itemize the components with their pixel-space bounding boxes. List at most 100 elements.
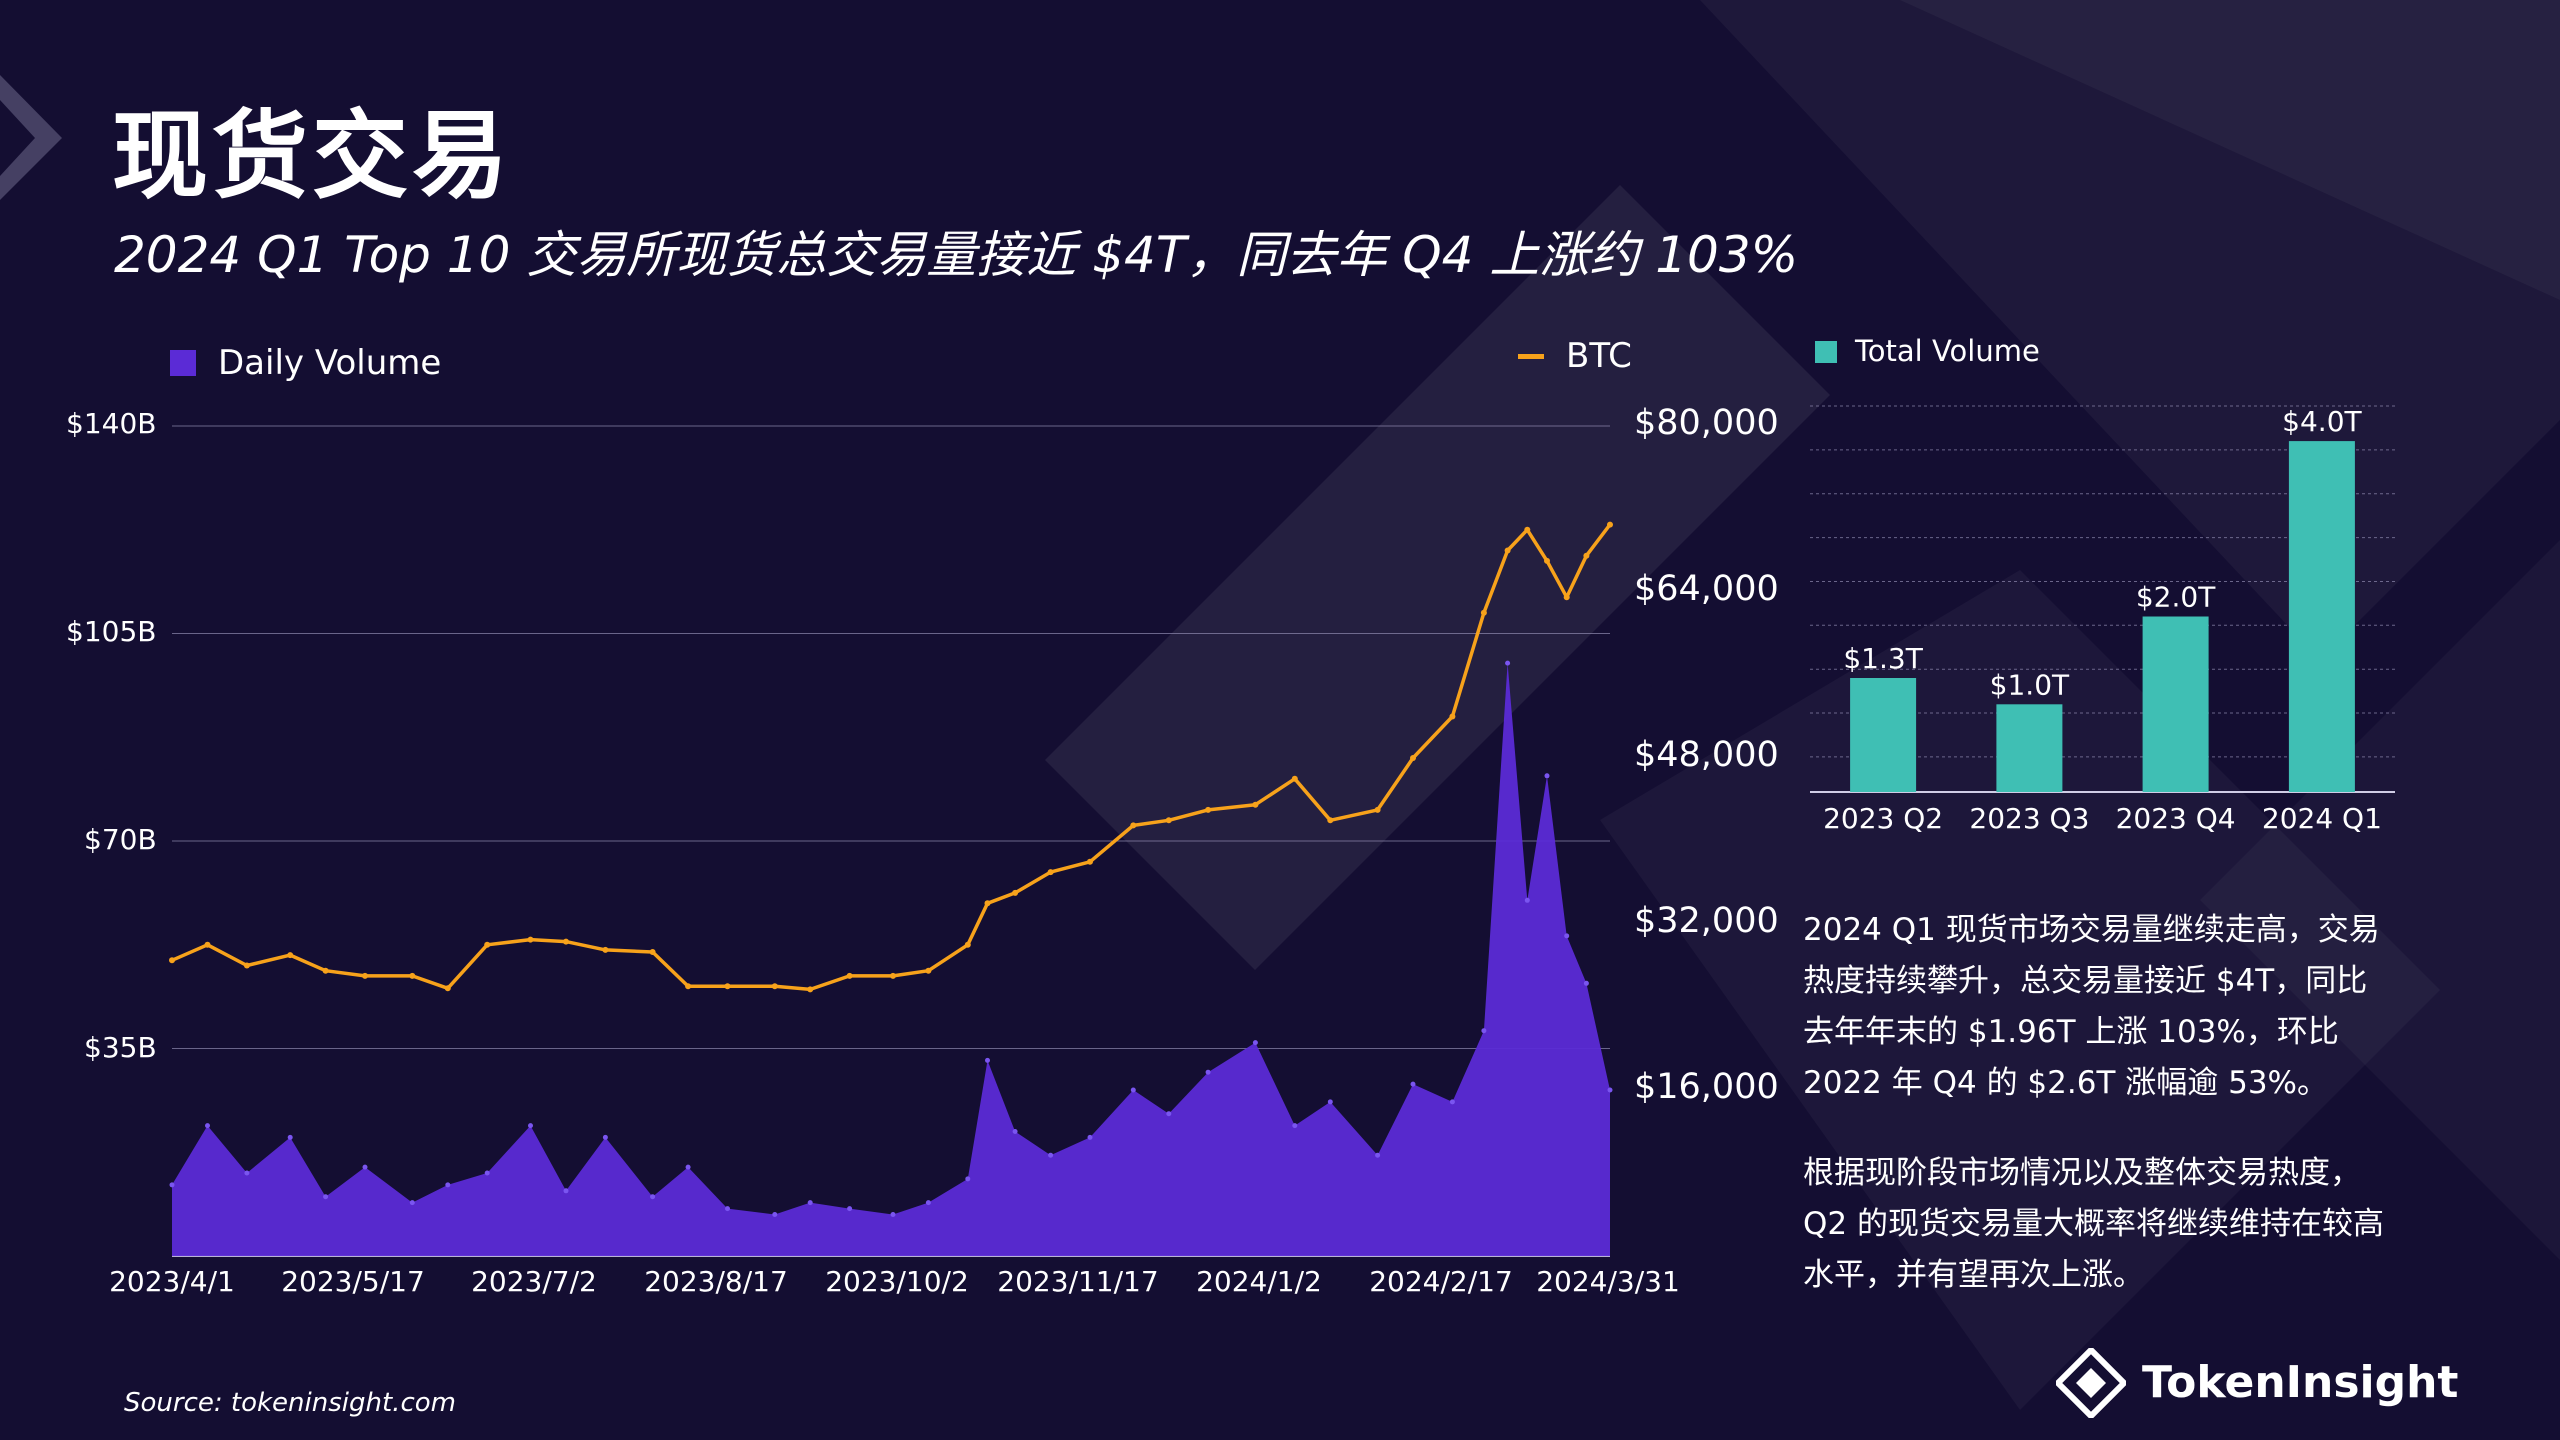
summary-line: 水平，并有望再次上涨。 — [1803, 1257, 2144, 1293]
btc-point — [846, 972, 853, 979]
volume-point — [1205, 1069, 1211, 1075]
volume-point — [1505, 660, 1511, 666]
volume-point — [1481, 1028, 1487, 1034]
volume-point — [1449, 1099, 1455, 1105]
btc-point — [1563, 594, 1570, 601]
legend-label-volume: Daily Volume — [218, 343, 442, 383]
btc-point — [1291, 775, 1298, 782]
btc-point — [1544, 557, 1550, 564]
x-tick: 2024/2/17 — [1369, 1265, 1513, 1298]
x-tick: 2023/8/17 — [644, 1265, 788, 1298]
y-left-tick: $35B — [84, 1031, 157, 1064]
legend-swatch-volume — [170, 350, 196, 376]
volume-point — [409, 1200, 415, 1206]
volume-point — [965, 1176, 971, 1182]
volume-point — [890, 1212, 896, 1217]
btc-point — [243, 962, 250, 969]
volume-point — [1544, 773, 1550, 779]
y-right-tick: $64,000 — [1634, 569, 1779, 609]
x-tick: 2023/11/17 — [997, 1265, 1159, 1298]
volume-point — [1130, 1087, 1136, 1093]
volume-point — [685, 1164, 691, 1170]
y-right-tick: $80,000 — [1634, 403, 1779, 443]
btc-point — [1165, 817, 1172, 824]
btc-point — [1480, 609, 1487, 616]
legend-swatch-total — [1815, 340, 1837, 363]
total-volume-bar — [2142, 616, 2209, 792]
volume-point — [528, 1123, 533, 1129]
volume-point — [772, 1212, 778, 1217]
btc-point — [649, 949, 656, 955]
btc-point — [169, 957, 175, 964]
btc-point — [890, 972, 896, 979]
volume-point — [1327, 1099, 1333, 1105]
volume-point — [1048, 1152, 1054, 1158]
volume-point — [563, 1188, 569, 1194]
summary-paragraph-2: 根据现阶段市场情况以及整体交易热度， Q2 的现货交易量大概率将继续维持在较高 … — [1803, 1148, 2443, 1301]
volume-point — [1564, 933, 1570, 939]
legend-label-total: Total Volume — [1855, 334, 2040, 368]
btc-point — [602, 946, 609, 953]
volume-point — [1012, 1129, 1018, 1134]
legend-total-volume: Total Volume — [1815, 337, 2040, 366]
volume-point — [985, 1057, 990, 1063]
x-tick: 2023/7/2 — [471, 1265, 597, 1298]
btc-point — [1087, 858, 1093, 865]
legend-daily-volume: Daily Volume — [170, 346, 441, 380]
legend-label-btc: BTC — [1566, 336, 1632, 376]
volume-point — [847, 1206, 853, 1212]
btc-point — [1449, 713, 1456, 720]
btc-point — [287, 952, 294, 959]
volume-point — [1410, 1081, 1416, 1087]
btc-point — [409, 972, 416, 979]
btc-point — [1012, 889, 1019, 896]
volume-point — [1607, 1087, 1613, 1093]
volume-point — [1166, 1111, 1172, 1117]
volume-point — [287, 1134, 293, 1140]
x-tick: 2023/10/2 — [825, 1265, 969, 1298]
btc-point — [724, 983, 731, 990]
btc-point — [984, 900, 991, 907]
btc-point — [1327, 817, 1334, 824]
x-tick: 2023/4/1 — [109, 1265, 235, 1298]
btc-point — [1205, 806, 1212, 813]
bar-value-label: $4.0T — [2282, 405, 2362, 438]
btc-point — [1410, 755, 1416, 761]
btc-point — [685, 983, 692, 990]
summary-paragraph-1: 2024 Q1 现货市场交易量继续走高，交易 热度持续攀升，总交易量接近 $4T… — [1803, 905, 2443, 1109]
volume-point — [362, 1164, 368, 1170]
volume-point — [244, 1170, 250, 1176]
btc-point — [1047, 869, 1054, 876]
brand-name: TokenInsight — [2142, 1357, 2459, 1408]
btc-point — [1130, 822, 1137, 829]
legend-btc: BTC — [1518, 339, 1632, 373]
volume-point — [1375, 1152, 1381, 1158]
summary-line: 2022 年 Q4 的 $2.6T 涨幅逾 53%。 — [1803, 1065, 2329, 1101]
volume-point — [169, 1182, 175, 1188]
y-right-tick: $32,000 — [1634, 901, 1779, 941]
legend-swatch-btc — [1518, 353, 1544, 359]
btc-point — [1504, 547, 1511, 554]
bar-category-label: 2023 Q4 — [2116, 802, 2236, 835]
bar-value-label: $1.0T — [1990, 668, 2070, 701]
total-volume-bar — [2288, 441, 2355, 792]
btc-point — [1583, 552, 1590, 559]
x-tick: 2023/5/17 — [281, 1265, 425, 1298]
summary-line: Q2 的现货交易量大概率将继续维持在较高 — [1803, 1206, 2384, 1242]
brand: TokenInsight — [2056, 1348, 2458, 1418]
volume-point — [650, 1194, 656, 1200]
btc-point — [1524, 526, 1531, 533]
volume-point — [1583, 980, 1589, 986]
btc-point — [362, 972, 368, 979]
btc-point — [1252, 801, 1259, 808]
btc-point — [1374, 806, 1381, 813]
btc-point — [204, 941, 211, 948]
summary-line: 热度持续攀升，总交易量接近 $4T，同比 — [1803, 963, 2368, 999]
volume-point — [323, 1194, 329, 1200]
bar-category-label: 2024 Q1 — [2262, 802, 2382, 835]
btc-point — [444, 985, 451, 992]
y-right-tick: $16,000 — [1634, 1067, 1779, 1107]
x-tick: 2024/3/31 — [1536, 1265, 1680, 1298]
volume-point — [1292, 1123, 1298, 1129]
